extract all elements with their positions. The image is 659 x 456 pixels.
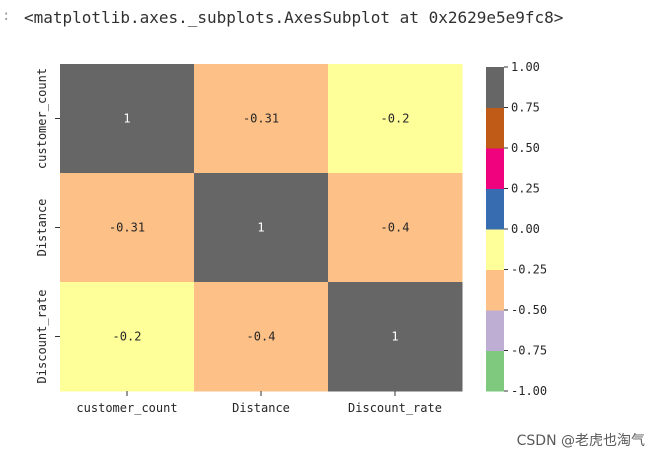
- colorbar: 1.00 0.75 0.50 0.25 0.00 -0.25 -0.50 -0.75 -1.00: [486, 60, 547, 398]
- heatmap-cell-0-2: [328, 64, 463, 174]
- y-tick-label-0: customer_count: [35, 68, 49, 169]
- cell-annotation-0-0: 1: [123, 112, 130, 126]
- heatmap-cell-2-1: [194, 282, 329, 392]
- cell-annotation-0-2: -0.2: [381, 112, 410, 126]
- output-gutter-marker: :: [2, 8, 11, 24]
- colorbar-segment-4: [486, 188, 504, 230]
- heatmap-cell-2-2: [328, 282, 463, 392]
- cell-annotation-1-2: -0.4: [381, 221, 410, 235]
- colorbar-segment-5: [486, 148, 504, 189]
- heatmap-annotations: 1 -0.31 -0.2 -0.31 1 -0.4 -0.2 -0.4 1: [109, 112, 410, 344]
- x-tick-label-0: customer_count: [76, 401, 177, 415]
- colorbar-tick-label-4: 0.00: [511, 222, 540, 236]
- x-axis: customer_count Distance Discount_rate: [76, 391, 442, 415]
- colorbar-segment-2: [486, 269, 504, 311]
- colorbar-tick-label-2: 0.50: [511, 141, 540, 155]
- watermark-text: CSDN @老虎也淘气: [516, 433, 645, 449]
- y-tick-label-1: Distance: [35, 199, 49, 257]
- output-repr-text: <matplotlib.axes._subplots.AxesSubplot a…: [24, 8, 564, 27]
- colorbar-tick-label-0: 1.00: [511, 60, 540, 74]
- x-tick-label-1: Distance: [232, 401, 290, 415]
- cell-annotation-2-1: -0.4: [247, 330, 276, 344]
- colorbar-segment-0: [486, 350, 504, 392]
- cell-annotation-2-0: -0.2: [113, 330, 142, 344]
- y-axis: customer_count Distance Discount_rate: [35, 68, 60, 384]
- cell-annotation-1-0: -0.31: [109, 221, 145, 235]
- y-tick-label-2: Discount_rate: [35, 290, 49, 384]
- colorbar-tick-label-3: 0.25: [511, 182, 540, 196]
- cell-annotation-1-1: 1: [257, 221, 264, 235]
- heatmap-cell-1-2: [328, 173, 463, 283]
- colorbar-tick-label-8: -1.00: [511, 384, 547, 398]
- heatmap-cell-1-0: [60, 173, 195, 283]
- x-tick-label-2: Discount_rate: [348, 401, 442, 415]
- heatmap-cell-0-1: [194, 64, 329, 174]
- colorbar-tick-label-6: -0.50: [511, 303, 547, 317]
- colorbar-segment-6: [486, 107, 504, 149]
- colorbar-segment-7: [486, 67, 504, 108]
- cell-annotation-0-1: -0.31: [243, 112, 279, 126]
- heatmap-cell-0-0: [60, 64, 195, 174]
- colorbar-tick-label-7: -0.75: [511, 344, 547, 358]
- cell-output-line: : <matplotlib.axes._subplots.AxesSubplot…: [0, 6, 640, 32]
- cell-annotation-2-2: 1: [391, 330, 398, 344]
- colorbar-tick-label-1: 0.75: [511, 101, 540, 115]
- colorbar-segment-1: [486, 310, 504, 351]
- colorbar-tick-label-5: -0.25: [511, 263, 547, 277]
- heatmap-cells: [60, 64, 463, 392]
- heatmap-cell-1-1: [194, 173, 329, 283]
- colorbar-segment-3: [486, 229, 504, 270]
- heatmap-cell-2-0: [60, 282, 195, 392]
